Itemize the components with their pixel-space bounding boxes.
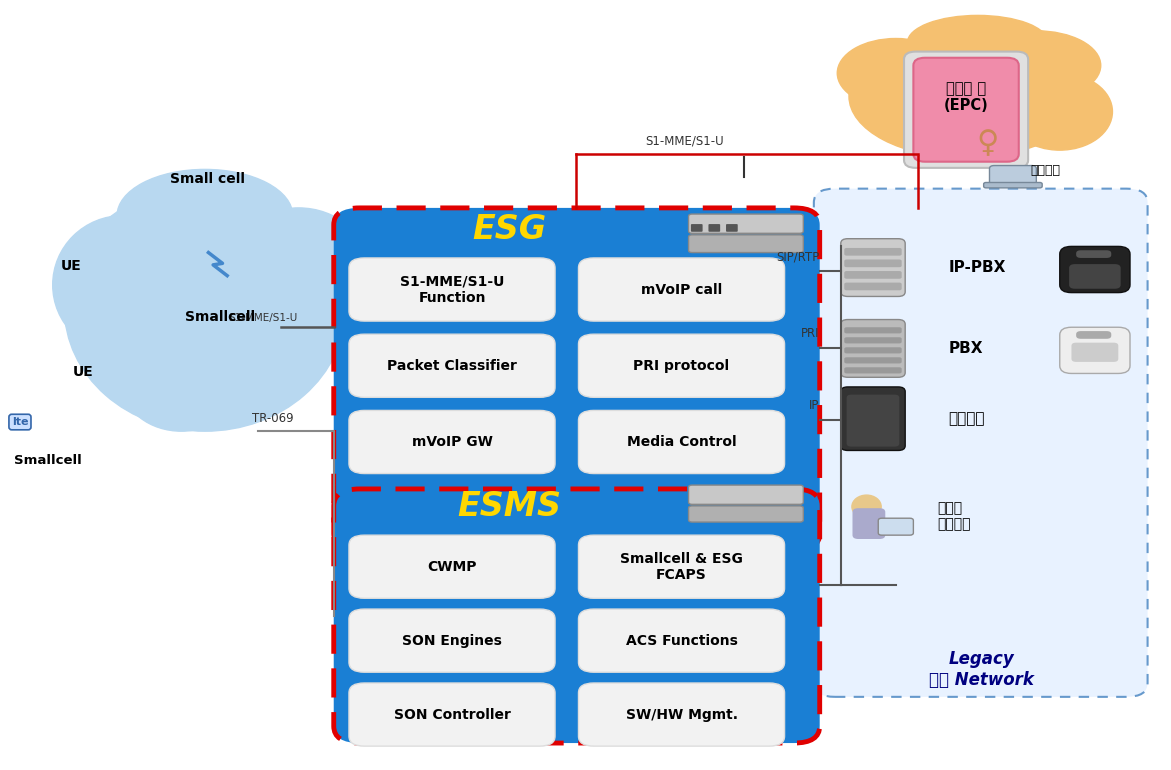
FancyBboxPatch shape <box>578 334 785 397</box>
Text: S1-MME/S1-U: S1-MME/S1-U <box>228 313 297 323</box>
Text: UE: UE <box>61 259 82 273</box>
FancyBboxPatch shape <box>878 518 913 535</box>
FancyBboxPatch shape <box>334 208 820 551</box>
FancyBboxPatch shape <box>847 395 899 447</box>
FancyBboxPatch shape <box>689 506 803 522</box>
Text: ESG: ESG <box>472 213 547 246</box>
FancyBboxPatch shape <box>844 283 902 290</box>
FancyBboxPatch shape <box>578 609 785 672</box>
Text: SIP/RTP: SIP/RTP <box>776 250 820 263</box>
FancyBboxPatch shape <box>844 248 902 256</box>
Text: Smallcell & ESG
FCAPS: Smallcell & ESG FCAPS <box>621 551 742 582</box>
FancyBboxPatch shape <box>334 489 820 743</box>
Ellipse shape <box>851 495 881 518</box>
Text: IP: IP <box>809 399 820 412</box>
Text: PBX: PBX <box>949 341 982 356</box>
FancyBboxPatch shape <box>904 52 1028 168</box>
Text: SW/HW Mgmt.: SW/HW Mgmt. <box>625 708 738 721</box>
FancyBboxPatch shape <box>689 485 803 504</box>
FancyBboxPatch shape <box>844 357 902 363</box>
FancyBboxPatch shape <box>841 320 905 377</box>
Text: 사업자 망
(EPC): 사업자 망 (EPC) <box>944 81 988 113</box>
FancyBboxPatch shape <box>984 182 1042 188</box>
Ellipse shape <box>837 38 954 108</box>
FancyBboxPatch shape <box>844 271 902 279</box>
Text: UE: UE <box>73 365 94 379</box>
FancyBboxPatch shape <box>989 166 1036 185</box>
Ellipse shape <box>849 35 1083 158</box>
Text: 기업망
모니터링: 기업망 모니터링 <box>937 500 971 531</box>
Text: ESMS: ESMS <box>458 490 561 523</box>
Text: SON Controller: SON Controller <box>393 708 511 721</box>
FancyBboxPatch shape <box>708 224 720 232</box>
FancyBboxPatch shape <box>349 334 555 397</box>
Text: Small cell: Small cell <box>170 172 245 186</box>
FancyBboxPatch shape <box>1060 246 1130 293</box>
Ellipse shape <box>908 15 1048 69</box>
Text: ♀: ♀ <box>975 129 999 158</box>
FancyBboxPatch shape <box>691 224 703 232</box>
Text: 장비운용: 장비운용 <box>1030 165 1061 177</box>
Text: IP-PBX: IP-PBX <box>949 260 1006 275</box>
Text: TR-069: TR-069 <box>252 412 294 425</box>
FancyBboxPatch shape <box>844 259 902 267</box>
FancyBboxPatch shape <box>578 410 785 474</box>
FancyBboxPatch shape <box>1076 250 1111 258</box>
FancyBboxPatch shape <box>349 683 555 746</box>
Text: mVoIP GW: mVoIP GW <box>411 435 493 449</box>
Text: S1-MME/S1-U: S1-MME/S1-U <box>645 135 725 148</box>
Ellipse shape <box>123 339 240 431</box>
Text: PRI: PRI <box>801 327 820 340</box>
Ellipse shape <box>1007 73 1112 150</box>
Text: lte: lte <box>12 417 28 427</box>
FancyBboxPatch shape <box>349 609 555 672</box>
Ellipse shape <box>53 216 193 354</box>
Text: SON Engines: SON Engines <box>402 634 502 648</box>
FancyBboxPatch shape <box>841 239 905 296</box>
Ellipse shape <box>117 169 293 262</box>
Ellipse shape <box>972 31 1101 100</box>
Text: 기업서버: 기업서버 <box>949 411 985 426</box>
FancyBboxPatch shape <box>844 337 902 343</box>
FancyBboxPatch shape <box>578 258 785 321</box>
Text: S1-MME/S1-U
Function: S1-MME/S1-U Function <box>399 274 505 305</box>
FancyBboxPatch shape <box>349 410 555 474</box>
FancyBboxPatch shape <box>1071 343 1118 362</box>
Ellipse shape <box>228 208 369 331</box>
FancyBboxPatch shape <box>578 683 785 746</box>
Text: Smallcell: Smallcell <box>14 454 82 467</box>
FancyBboxPatch shape <box>578 535 785 598</box>
FancyBboxPatch shape <box>1076 331 1111 339</box>
FancyBboxPatch shape <box>726 224 738 232</box>
FancyBboxPatch shape <box>844 347 902 353</box>
Text: Packet Classifier: Packet Classifier <box>388 359 516 373</box>
FancyBboxPatch shape <box>349 535 555 598</box>
Text: mVoIP call: mVoIP call <box>641 283 723 296</box>
Text: PRI protocol: PRI protocol <box>634 359 730 373</box>
Text: Legacy
법인 Network: Legacy 법인 Network <box>929 651 1034 689</box>
FancyBboxPatch shape <box>844 367 902 373</box>
FancyBboxPatch shape <box>844 327 902 333</box>
FancyBboxPatch shape <box>841 387 905 450</box>
FancyBboxPatch shape <box>814 189 1148 697</box>
Ellipse shape <box>64 185 345 431</box>
FancyBboxPatch shape <box>689 214 803 233</box>
Text: ACS Functions: ACS Functions <box>625 634 738 648</box>
FancyBboxPatch shape <box>852 508 885 539</box>
FancyBboxPatch shape <box>1069 264 1121 289</box>
FancyBboxPatch shape <box>689 235 803 253</box>
FancyBboxPatch shape <box>913 58 1019 162</box>
Text: Smallcell: Smallcell <box>185 310 255 324</box>
Text: Media Control: Media Control <box>626 435 737 449</box>
Text: CWMP: CWMP <box>427 560 477 574</box>
FancyBboxPatch shape <box>349 258 555 321</box>
FancyBboxPatch shape <box>1060 327 1130 373</box>
